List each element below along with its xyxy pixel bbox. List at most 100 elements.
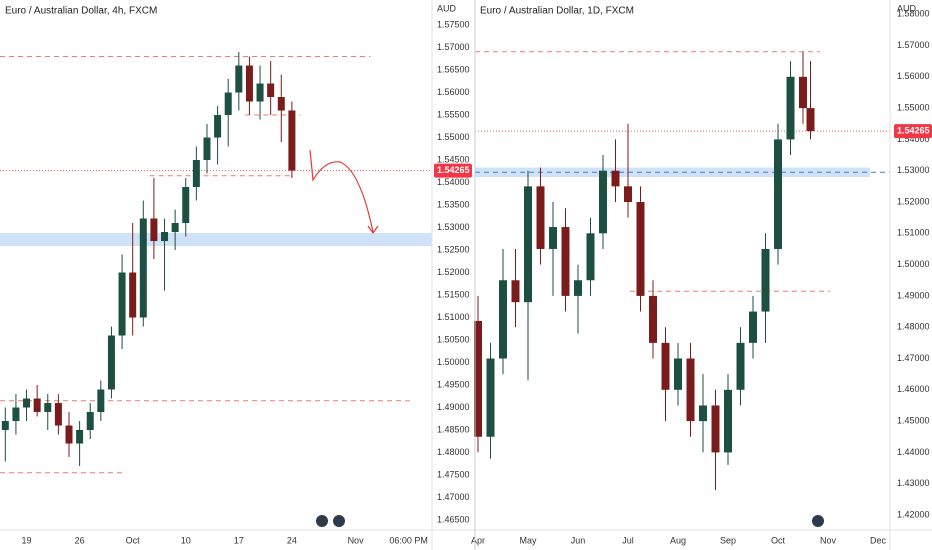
candle-body [724,389,732,453]
y-tick-label: 1.52000 [897,196,930,206]
x-tick-label: 06:00 PM [389,535,428,545]
candle-body [806,108,815,132]
y-tick-label: 1.51000 [897,228,930,238]
candle-body [524,186,532,303]
arrow-head [367,225,379,235]
candle-body [97,389,105,413]
candle-body [624,186,632,203]
x-tick-label: Jun [571,535,586,545]
y-tick-label: 1.48500 [437,424,470,434]
y-tick-label: 1.52500 [437,244,470,254]
y-tick-label: 1.50000 [437,357,470,367]
candle-body [611,170,620,187]
candle-body [599,170,607,234]
zone [0,232,432,246]
candle-body [245,65,253,102]
event-icon[interactable] [316,515,328,527]
y-tick-label: 1.57000 [897,40,930,50]
zone [475,167,870,177]
y-tick-label: 1.44000 [897,447,930,457]
x-tick-label: 19 [22,535,32,545]
candle-body [499,280,507,359]
candle-body [711,405,720,453]
y-tick-label: 1.57500 [437,19,470,29]
chart-panel: 1.57500 1.57000 1.56500 1.56000 1.55500 1.550… [0,3,472,545]
candle-body [256,83,264,102]
candle-body [118,272,126,336]
price-tag-label: 1.54265 [437,165,470,175]
y-tick-label: 1.46000 [897,384,930,394]
y-tick-label: 1.56000 [437,87,470,97]
price-tag-label: 1.54265 [897,125,930,135]
y-tick-label: 1.52000 [437,267,470,277]
event-icon[interactable] [333,515,345,527]
y-tick-label: 1.50000 [897,259,930,269]
candle-body [699,405,707,422]
x-tick-label: 10 [181,535,191,545]
y-tick-label: 1.43000 [897,478,930,488]
y-axis-label: AUD [437,3,457,13]
candle-body [107,335,115,390]
candle-body [182,187,190,224]
candle-body [574,280,582,296]
y-tick-label: 1.46500 [437,514,470,524]
candle-body [161,232,169,242]
candle-body [76,430,84,444]
x-tick-label: Nov [348,535,365,545]
candle-body [536,186,545,249]
candle-body [586,233,595,281]
candle-body [203,137,211,161]
y-axis-label: AUD [897,3,917,13]
candle-body [12,407,20,422]
candle-body [774,139,782,249]
candle-body [649,295,657,343]
y-tick-label: 1.58000 [897,9,930,19]
y-tick-label: 1.54500 [437,154,470,164]
x-tick-label: Dec [870,535,887,545]
candle-body [235,65,243,93]
candle-body [786,76,795,140]
y-tick-label: 1.48000 [437,447,470,457]
y-tick-label: 1.49000 [897,290,930,300]
y-tick-label: 1.49500 [437,379,470,389]
candle-body [1,421,9,431]
candle-body [54,403,62,426]
candle-body [86,412,94,431]
x-tick-label: May [519,535,537,545]
x-tick-label: Oct [771,535,786,545]
price-tag [894,124,932,139]
chart-panel: 1.58000 1.57000 1.56000 1.55000 1.54000 1.530… [471,3,932,545]
y-tick-label: 1.42000 [897,509,930,519]
price-tag [434,163,472,178]
y-tick-label: 1.56000 [897,71,930,81]
y-tick-label: 1.54000 [897,134,930,144]
candle-body [486,358,495,437]
candle-body [44,403,52,413]
y-tick-label: 1.50500 [437,334,470,344]
candle-body [561,227,570,296]
candle-body [736,342,745,390]
candle-body [129,272,137,318]
x-tick-label: Oct [126,535,141,545]
candle-body [686,358,695,422]
candle-body [171,223,179,233]
candle-body [224,92,232,116]
chart-title: Euro / Australian Dollar, 1D, FXCM [480,6,634,17]
x-tick-label: 26 [75,535,85,545]
event-icon[interactable] [812,515,824,527]
charts: 1.57500 1.57000 1.56500 1.56000 1.55500 1.550… [0,3,932,545]
y-tick-label: 1.55000 [897,102,930,112]
y-tick-label: 1.53000 [897,165,930,175]
candle-body [65,425,73,444]
candle-body [288,110,296,171]
y-tick-label: 1.51500 [437,289,470,299]
candle-body [23,398,31,408]
y-tick-label: 1.53500 [437,199,470,209]
candle-body [267,83,275,98]
y-tick-label: 1.48000 [897,322,930,332]
y-tick-label: 1.54000 [437,177,470,187]
y-tick-label: 1.51000 [437,312,470,322]
candle-body [761,248,770,312]
